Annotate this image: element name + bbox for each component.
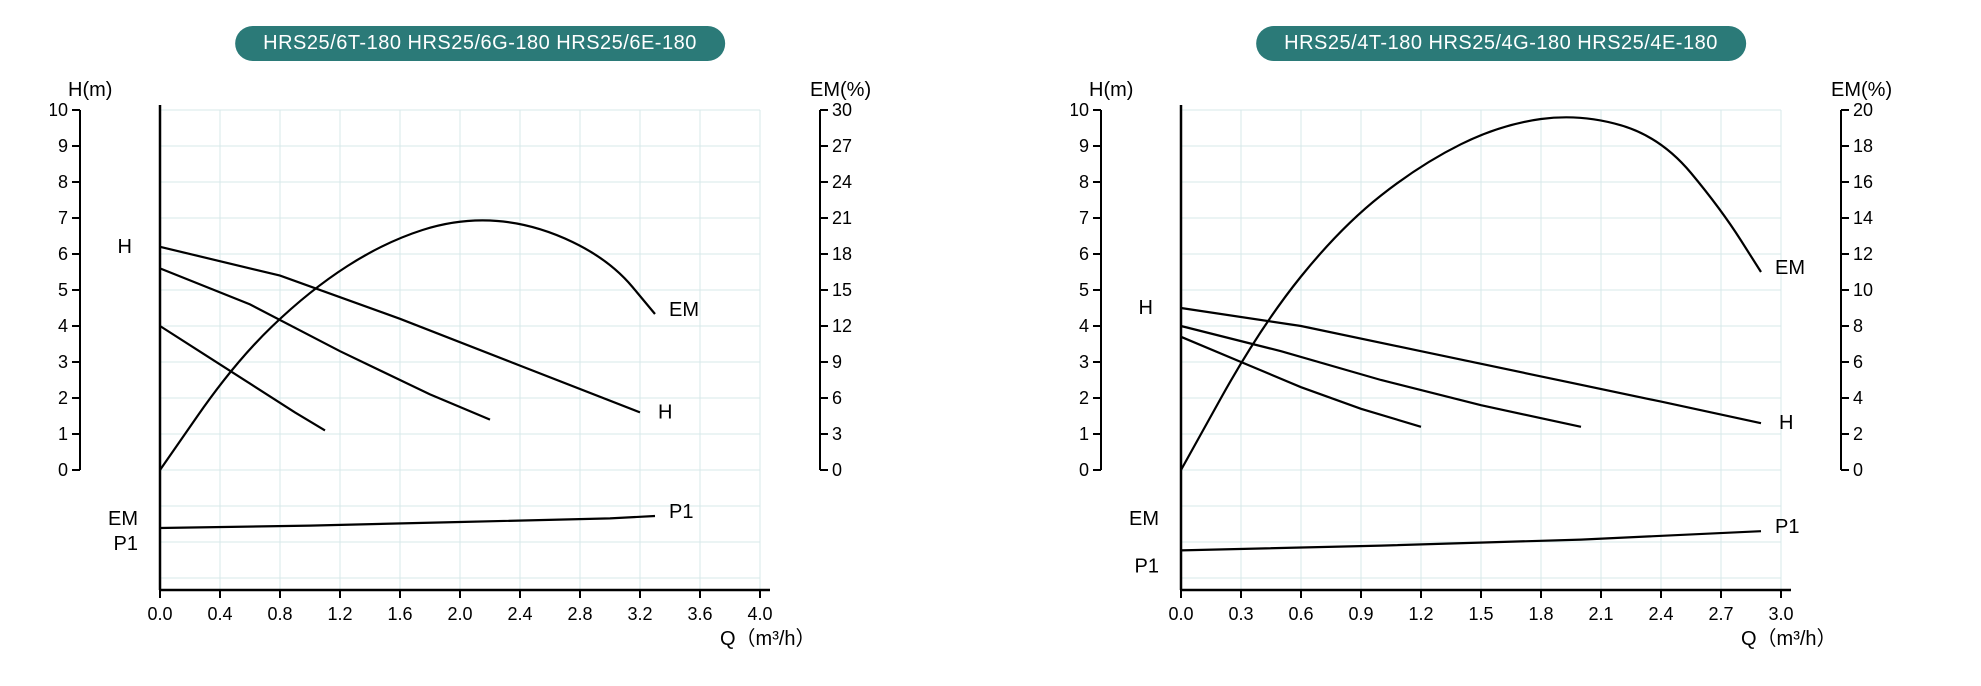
svg-text:21: 21 (832, 208, 852, 228)
svg-text:27: 27 (832, 136, 852, 156)
svg-text:0.6: 0.6 (1288, 604, 1313, 624)
svg-text:0.3: 0.3 (1228, 604, 1253, 624)
svg-text:8: 8 (1853, 316, 1863, 336)
svg-text:EM: EM (1775, 257, 1805, 279)
svg-text:3.2: 3.2 (627, 604, 652, 624)
svg-text:P1: P1 (1775, 516, 1799, 538)
svg-text:4: 4 (1853, 388, 1863, 408)
page: HRS25/6T-180 HRS25/6G-180 HRS25/6E-180 0… (0, 0, 1981, 686)
svg-text:P1: P1 (669, 501, 693, 523)
svg-text:0: 0 (1853, 460, 1863, 480)
svg-text:3: 3 (1079, 352, 1089, 372)
svg-text:10: 10 (1853, 280, 1873, 300)
svg-text:8: 8 (58, 172, 68, 192)
svg-text:0.0: 0.0 (1168, 604, 1193, 624)
svg-text:EM: EM (669, 299, 699, 321)
svg-text:15: 15 (832, 280, 852, 300)
svg-text:7: 7 (1079, 208, 1089, 228)
svg-text:3: 3 (58, 352, 68, 372)
svg-text:9: 9 (832, 352, 842, 372)
svg-text:14: 14 (1853, 208, 1873, 228)
svg-text:EM(%): EM(%) (810, 80, 871, 101)
svg-text:P1: P1 (1135, 555, 1159, 577)
svg-text:6: 6 (832, 388, 842, 408)
svg-text:2: 2 (1853, 424, 1863, 444)
svg-text:H: H (658, 401, 672, 423)
svg-text:18: 18 (1853, 136, 1873, 156)
svg-text:0: 0 (1079, 460, 1089, 480)
svg-text:3: 3 (832, 424, 842, 444)
svg-text:0.0: 0.0 (147, 604, 172, 624)
svg-text:12: 12 (1853, 244, 1873, 264)
svg-text:Q（m³/h）: Q（m³/h） (1741, 627, 1837, 650)
svg-text:H(m): H(m) (68, 80, 112, 101)
svg-text:2.4: 2.4 (507, 604, 532, 624)
svg-text:1.2: 1.2 (1408, 604, 1433, 624)
svg-text:10: 10 (50, 100, 68, 120)
svg-text:6: 6 (1853, 352, 1863, 372)
svg-text:2.1: 2.1 (1588, 604, 1613, 624)
svg-text:20: 20 (1853, 100, 1873, 120)
svg-text:1.5: 1.5 (1468, 604, 1493, 624)
svg-text:H: H (1779, 412, 1793, 434)
svg-text:EM: EM (1129, 508, 1159, 530)
svg-text:EM: EM (108, 508, 138, 530)
svg-text:24: 24 (832, 172, 852, 192)
svg-text:7: 7 (58, 208, 68, 228)
svg-text:18: 18 (832, 244, 852, 264)
svg-text:0.4: 0.4 (207, 604, 232, 624)
svg-text:9: 9 (1079, 136, 1089, 156)
svg-text:4: 4 (1079, 316, 1089, 336)
svg-text:1.2: 1.2 (327, 604, 352, 624)
svg-text:EM(%): EM(%) (1831, 80, 1892, 101)
svg-text:1: 1 (1079, 424, 1089, 444)
svg-text:H(m): H(m) (1089, 80, 1133, 101)
svg-text:0.9: 0.9 (1348, 604, 1373, 624)
svg-text:2.7: 2.7 (1708, 604, 1733, 624)
svg-text:8: 8 (1079, 172, 1089, 192)
svg-text:2.0: 2.0 (447, 604, 472, 624)
svg-text:P1: P1 (114, 533, 138, 555)
svg-text:0: 0 (58, 460, 68, 480)
svg-text:0: 0 (832, 460, 842, 480)
svg-text:Q（m³/h）: Q（m³/h） (720, 627, 816, 650)
svg-text:30: 30 (832, 100, 852, 120)
svg-text:12: 12 (832, 316, 852, 336)
chart-right-header-pill: HRS25/4T-180 HRS25/4G-180 HRS25/4E-180 (1256, 26, 1746, 61)
chart-left-column: HRS25/6T-180 HRS25/6G-180 HRS25/6E-180 0… (50, 0, 910, 686)
svg-text:2.8: 2.8 (567, 604, 592, 624)
chart-right-svg: 012345678910H(m)02468101214161820EM(%)0.… (1071, 80, 1931, 660)
svg-text:4.0: 4.0 (747, 604, 772, 624)
svg-text:1: 1 (58, 424, 68, 444)
chart-right-column: HRS25/4T-180 HRS25/4G-180 HRS25/4E-180 0… (1071, 0, 1931, 686)
svg-text:2: 2 (58, 388, 68, 408)
svg-text:0.8: 0.8 (267, 604, 292, 624)
svg-text:H: H (1139, 297, 1153, 319)
svg-text:1.8: 1.8 (1528, 604, 1553, 624)
svg-text:3.0: 3.0 (1768, 604, 1793, 624)
svg-text:10: 10 (1071, 100, 1089, 120)
svg-text:H: H (118, 236, 132, 258)
chart-left-svg: 012345678910H(m)036912151821242730EM(%)0… (50, 80, 910, 660)
svg-text:2: 2 (1079, 388, 1089, 408)
svg-text:6: 6 (1079, 244, 1089, 264)
chart-left-header-pill: HRS25/6T-180 HRS25/6G-180 HRS25/6E-180 (235, 26, 725, 61)
svg-text:4: 4 (58, 316, 68, 336)
svg-text:5: 5 (58, 280, 68, 300)
svg-text:1.6: 1.6 (387, 604, 412, 624)
svg-text:16: 16 (1853, 172, 1873, 192)
svg-text:5: 5 (1079, 280, 1089, 300)
svg-text:3.6: 3.6 (687, 604, 712, 624)
svg-text:2.4: 2.4 (1648, 604, 1673, 624)
svg-text:6: 6 (58, 244, 68, 264)
svg-text:9: 9 (58, 136, 68, 156)
